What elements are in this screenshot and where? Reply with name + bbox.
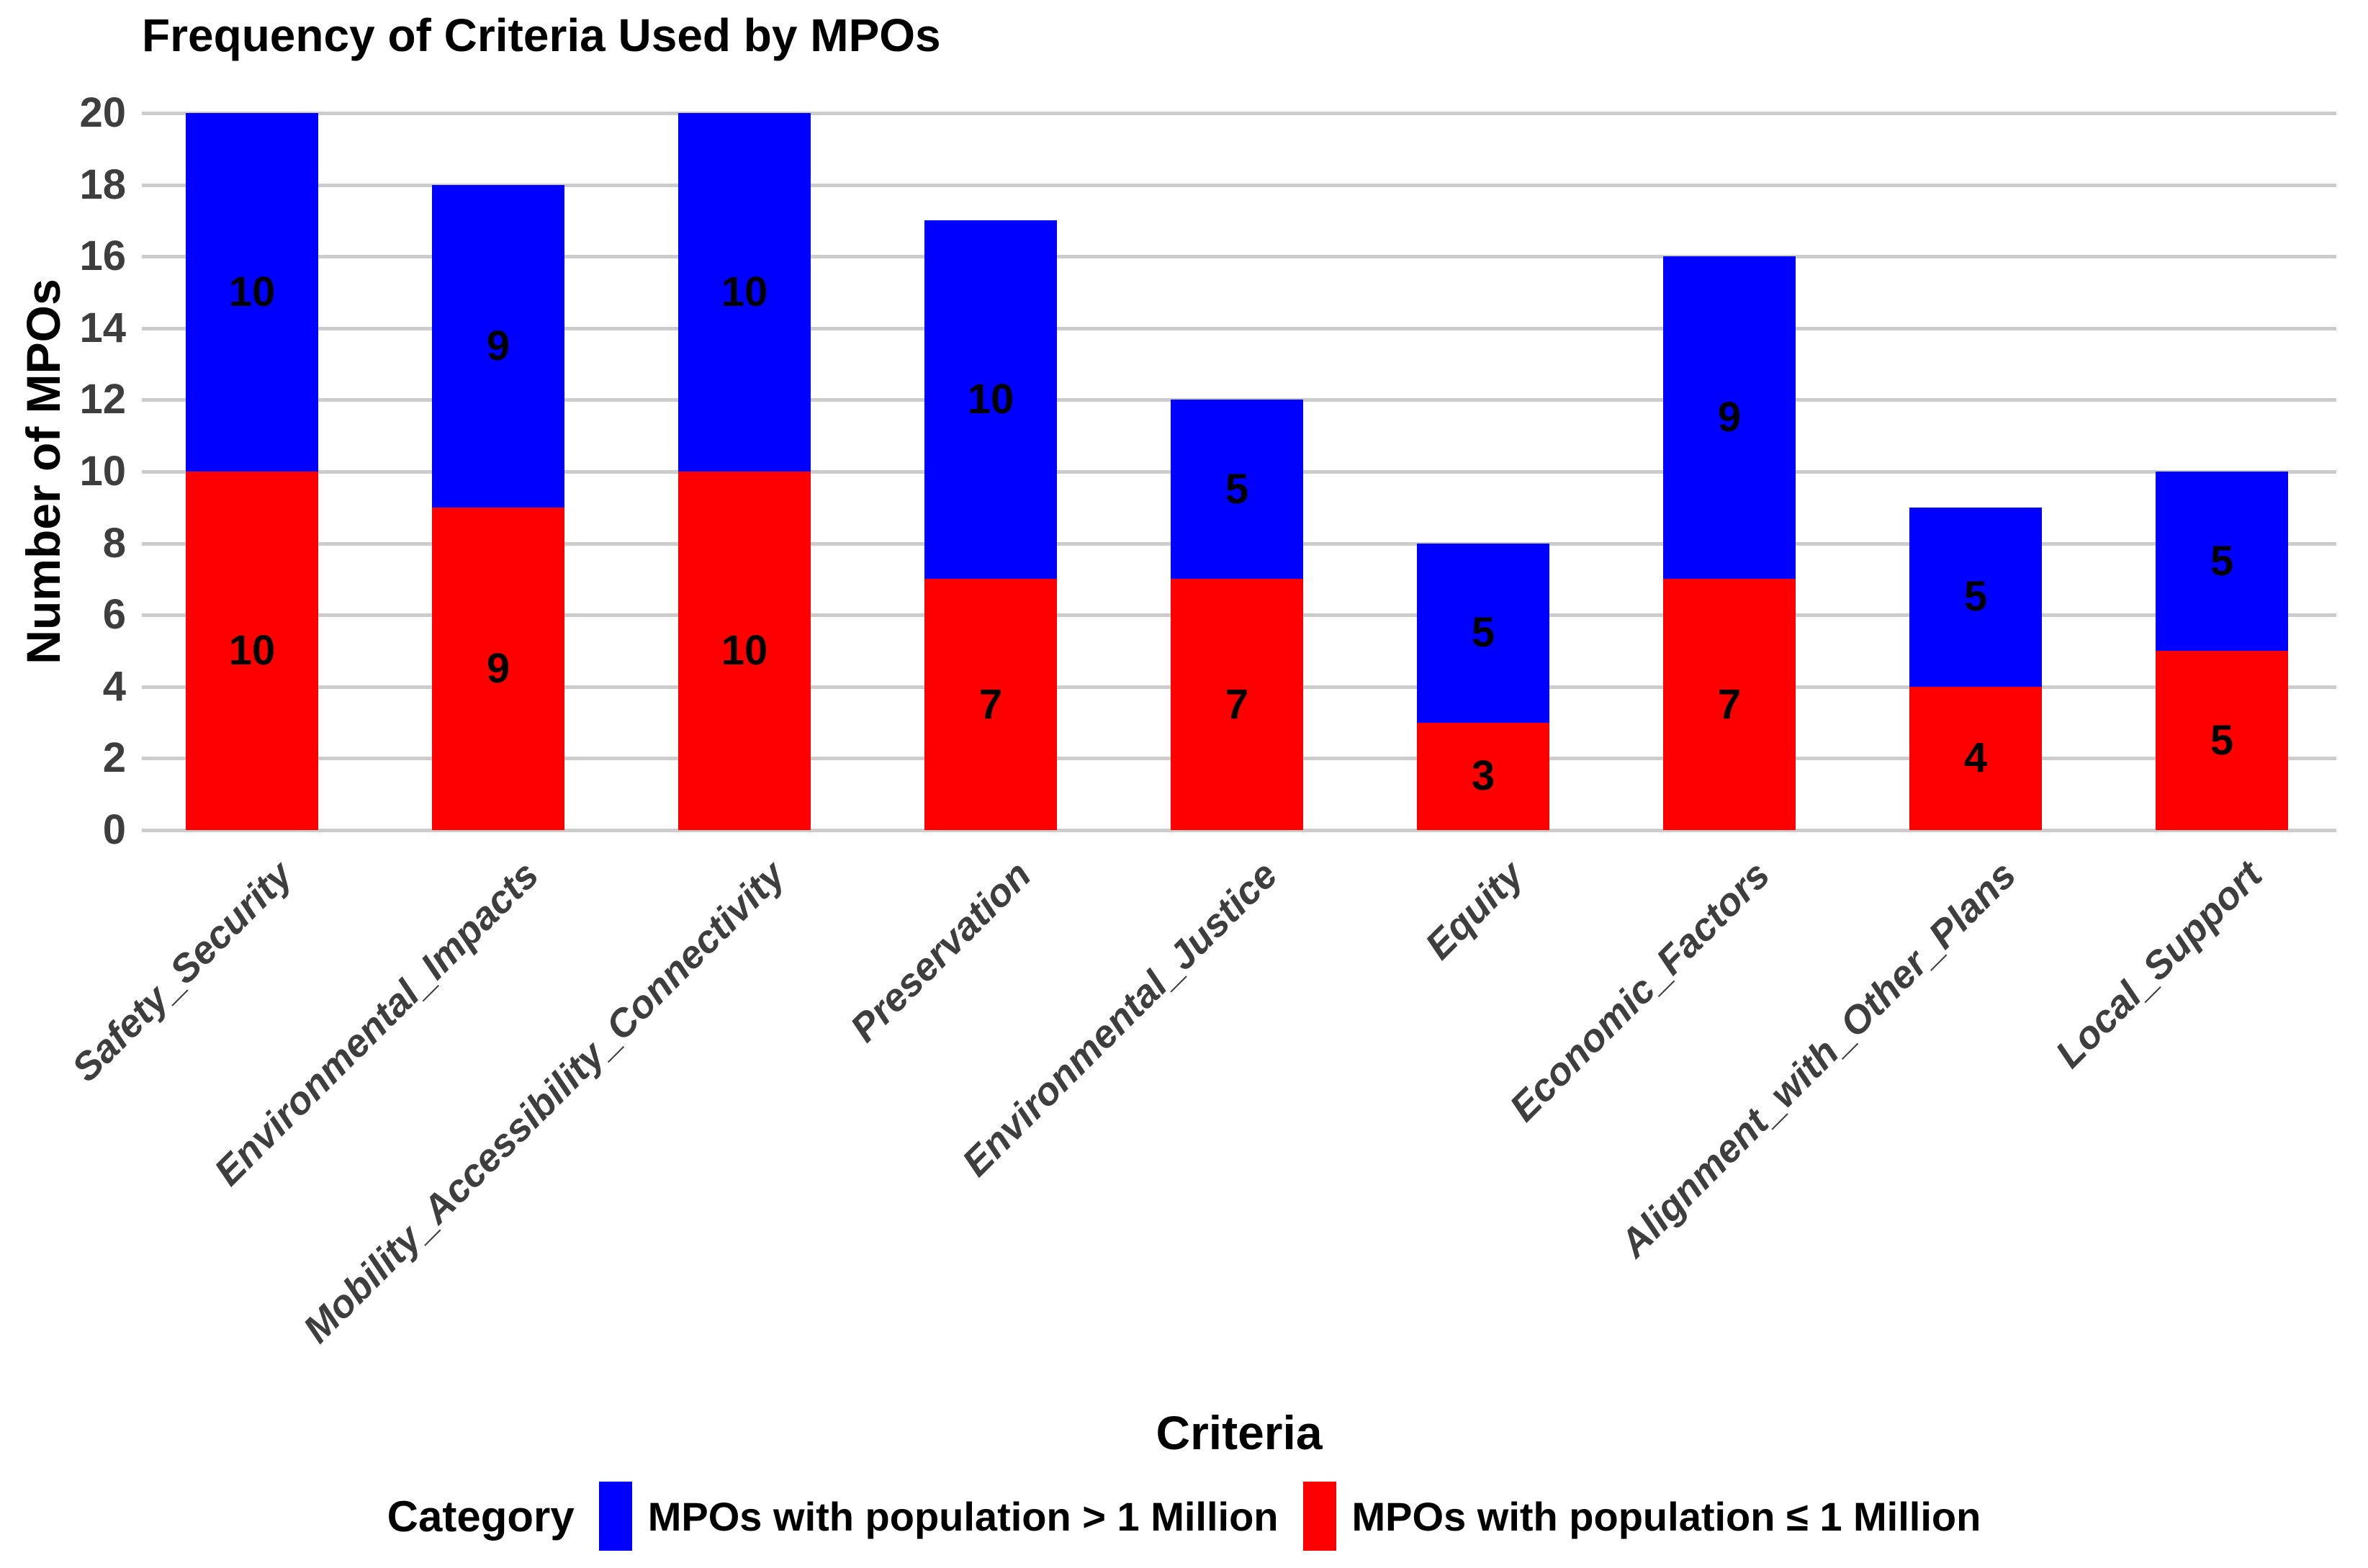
y-tick-label: 14 [79,304,126,351]
x-tick-label: Local_Support [2047,853,2271,1076]
legend: Category MPOs with population > 1 Millio… [0,1482,2368,1551]
bar-value-label: 5 [2210,537,2234,585]
gridline [142,326,2336,330]
bar-segment [1663,256,1796,580]
bar-value-label: 5 [1471,609,1495,657]
bar-segment [186,113,318,472]
gridline [142,829,2336,832]
y-tick-label: 10 [79,448,126,495]
x-tick-label: Mobility_Accessibility_Connectivity [294,853,793,1351]
gridline [142,112,2336,115]
legend-item: MPOs with population > 1 Million [598,1482,1279,1551]
bar-value-label: 10 [967,376,1014,423]
x-tick-label: Economic_Factors [1501,853,1778,1130]
bar-segment [2156,472,2288,651]
legend-label: MPOs with population ≤ 1 Million [1351,1493,1981,1539]
bar-segment [1417,543,1549,723]
x-tick-label: Alignment_with_Other_Plans [1611,853,2025,1266]
y-tick-label: 8 [102,519,126,567]
legend-title: Category [387,1492,575,1541]
y-tick-label: 4 [102,662,126,710]
bar-segment [1909,507,2042,687]
bar-value-label: 9 [486,322,510,369]
bar-segment [924,579,1057,830]
y-tick-label: 16 [79,233,126,280]
y-tick-label: 6 [102,591,126,639]
bar-segment [1909,686,2042,830]
chart-title: Frequency of Criteria Used by MPOs [142,9,941,61]
legend-label: MPOs with population > 1 Million [647,1493,1279,1539]
bar-segment [432,507,564,830]
legend-key-red-swatch [1302,1482,1336,1551]
y-tick-label: 0 [102,806,126,853]
bar-segment [432,184,564,508]
bar-segment [678,113,811,472]
bar-value-label: 10 [721,627,768,674]
bar-value-label: 10 [228,269,276,315]
bar-value-label: 3 [1471,752,1495,800]
bar-value-label: 7 [1225,680,1249,728]
bar-segment [1171,579,1303,830]
y-tick-label: 18 [79,161,126,208]
y-tick-label: 12 [79,376,126,423]
bar-segment [2156,651,2288,830]
bar-segment [678,472,811,830]
bar-value-label: 5 [2210,716,2234,764]
bar-value-label: 10 [228,627,276,674]
bar-value-label: 9 [1717,394,1742,441]
bar-segment [1171,400,1303,580]
bar-segment [1417,722,1549,830]
gridline [142,255,2336,259]
bar-value-label: 7 [1717,680,1742,728]
gridline [142,183,2336,187]
x-tick-label: Equity [1417,853,1532,968]
bar-value-label: 9 [486,644,510,692]
y-tick-label: 20 [79,89,126,136]
bar-value-label: 5 [1963,573,1988,621]
bar-value-label: 7 [978,680,1003,728]
x-tick-label: Safety_Security [63,853,301,1090]
bar-value-label: 5 [1225,465,1249,513]
x-tick-label: Preservation [842,853,1040,1050]
bar-segment [186,472,318,830]
legend-key-blue-swatch [598,1482,632,1551]
bar-value-label: 10 [721,269,768,315]
bar-value-label: 4 [1963,734,1988,782]
bar-segment [924,220,1057,580]
bar-segment [1663,579,1796,830]
legend-item: MPOs with population ≤ 1 Million [1302,1482,1981,1551]
x-axis-title: Criteria [1156,1406,1323,1459]
y-tick-label: 2 [102,734,126,782]
